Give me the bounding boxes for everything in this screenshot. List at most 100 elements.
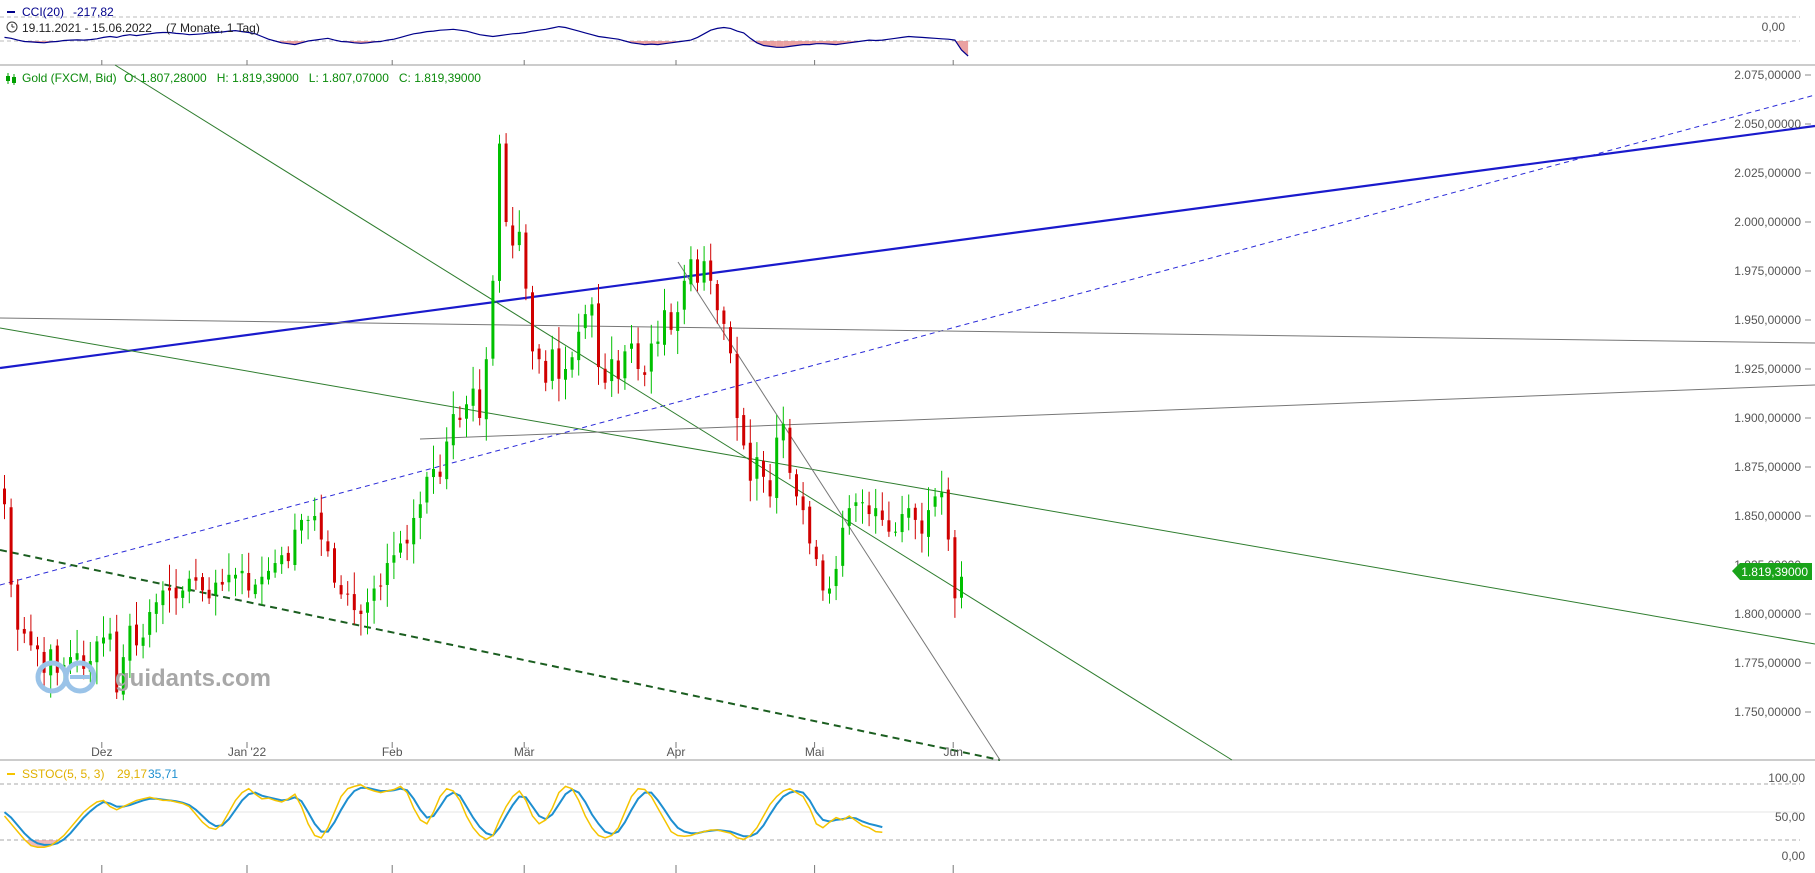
blue-dashed-trendline[interactable] bbox=[0, 94, 1815, 586]
candle[interactable] bbox=[682, 264, 686, 325]
candle[interactable] bbox=[95, 635, 99, 685]
candle[interactable] bbox=[319, 494, 323, 556]
candle[interactable] bbox=[907, 494, 911, 531]
candle[interactable] bbox=[808, 500, 812, 555]
candle[interactable] bbox=[524, 224, 528, 301]
candle[interactable] bbox=[946, 477, 950, 551]
candle[interactable] bbox=[887, 501, 891, 537]
candle[interactable] bbox=[425, 471, 429, 514]
candle[interactable] bbox=[636, 327, 640, 381]
candle[interactable] bbox=[504, 133, 508, 227]
candle[interactable] bbox=[795, 469, 798, 506]
stoc-d-line[interactable] bbox=[3, 786, 883, 846]
candle[interactable] bbox=[352, 572, 356, 625]
candle[interactable] bbox=[121, 644, 125, 701]
candle[interactable] bbox=[544, 350, 548, 392]
candle[interactable] bbox=[379, 573, 383, 601]
candle[interactable] bbox=[801, 482, 805, 525]
candle[interactable] bbox=[148, 599, 152, 648]
candle[interactable] bbox=[432, 445, 435, 494]
candle[interactable] bbox=[597, 283, 600, 385]
candle[interactable] bbox=[570, 351, 574, 378]
cci-panel[interactable]: 0,00 bbox=[0, 16, 1800, 65]
candle[interactable] bbox=[207, 577, 211, 604]
candle[interactable] bbox=[669, 303, 673, 335]
candle[interactable] bbox=[709, 243, 713, 295]
candle[interactable] bbox=[735, 336, 739, 441]
candle[interactable] bbox=[102, 616, 105, 657]
candle[interactable] bbox=[729, 321, 732, 364]
green-dashed-trendline[interactable] bbox=[0, 549, 1001, 761]
candle[interactable] bbox=[399, 530, 402, 559]
candle[interactable] bbox=[550, 335, 554, 390]
candle[interactable] bbox=[465, 395, 468, 438]
candle[interactable] bbox=[260, 556, 264, 605]
candle[interactable] bbox=[960, 561, 963, 609]
trendlines[interactable] bbox=[0, 64, 1815, 761]
candle[interactable] bbox=[29, 614, 33, 651]
candle[interactable] bbox=[577, 313, 581, 376]
candle[interactable] bbox=[531, 285, 534, 370]
candle[interactable] bbox=[227, 553, 231, 592]
candle[interactable] bbox=[22, 617, 26, 644]
candle[interactable] bbox=[590, 297, 594, 338]
candle[interactable] bbox=[293, 513, 297, 571]
cci-legend[interactable]: CCI(20) -217,82 bbox=[7, 5, 114, 19]
candle[interactable] bbox=[702, 246, 706, 291]
candle[interactable] bbox=[689, 246, 693, 292]
gray-resistance-line[interactable] bbox=[0, 317, 1815, 344]
candle[interactable] bbox=[372, 575, 376, 624]
main-panel[interactable]: 1.750,000001.775,000001.800,000001.825,0… bbox=[0, 64, 1815, 761]
candle[interactable] bbox=[755, 442, 759, 501]
candle[interactable] bbox=[511, 206, 515, 259]
green-steep-trendline[interactable] bbox=[114, 64, 1233, 761]
candle[interactable] bbox=[900, 495, 904, 543]
candle[interactable] bbox=[498, 134, 501, 293]
candle[interactable] bbox=[359, 604, 363, 636]
candle[interactable] bbox=[847, 495, 851, 535]
candle[interactable] bbox=[128, 613, 132, 678]
candle[interactable] bbox=[517, 210, 521, 252]
candle[interactable] bbox=[564, 346, 567, 400]
candle[interactable] bbox=[438, 454, 442, 485]
candle[interactable] bbox=[115, 614, 119, 699]
candle[interactable] bbox=[696, 249, 699, 292]
candle[interactable] bbox=[663, 288, 666, 356]
candle[interactable] bbox=[920, 502, 924, 553]
candle[interactable] bbox=[267, 557, 270, 585]
candle[interactable] bbox=[108, 617, 112, 652]
candle[interactable] bbox=[339, 575, 343, 599]
candle[interactable] bbox=[346, 581, 350, 606]
candle[interactable] bbox=[583, 304, 587, 339]
candle[interactable] bbox=[630, 325, 633, 364]
candles[interactable] bbox=[3, 133, 963, 701]
candle[interactable] bbox=[537, 344, 541, 374]
candle[interactable] bbox=[174, 569, 178, 615]
candle[interactable] bbox=[821, 554, 825, 601]
candle[interactable] bbox=[722, 306, 726, 340]
stoc-panel[interactable]: 100,00 50,00 0,00 bbox=[0, 771, 1805, 873]
instrument-legend[interactable]: Gold (FXCM, Bid) O: 1.807,28000 H: 1.819… bbox=[6, 71, 481, 85]
candle[interactable] bbox=[471, 366, 475, 422]
candle[interactable] bbox=[927, 487, 930, 557]
candle[interactable] bbox=[894, 522, 897, 537]
candle[interactable] bbox=[768, 463, 772, 508]
candle[interactable] bbox=[940, 470, 944, 515]
candle[interactable] bbox=[933, 487, 937, 517]
candle[interactable] bbox=[42, 637, 46, 687]
candle[interactable] bbox=[742, 407, 746, 450]
candle[interactable] bbox=[201, 573, 204, 602]
blue-trendline[interactable] bbox=[0, 124, 1815, 370]
candle[interactable] bbox=[36, 636, 39, 667]
gray-steep-line[interactable] bbox=[677, 261, 1001, 761]
candle[interactable] bbox=[385, 543, 389, 607]
candle[interactable] bbox=[828, 576, 831, 604]
candle[interactable] bbox=[841, 510, 845, 577]
candle[interactable] bbox=[557, 327, 561, 402]
candle[interactable] bbox=[181, 586, 185, 609]
candle[interactable] bbox=[491, 275, 495, 366]
candle[interactable] bbox=[649, 324, 653, 394]
candle[interactable] bbox=[874, 488, 878, 534]
candle[interactable] bbox=[9, 498, 13, 598]
